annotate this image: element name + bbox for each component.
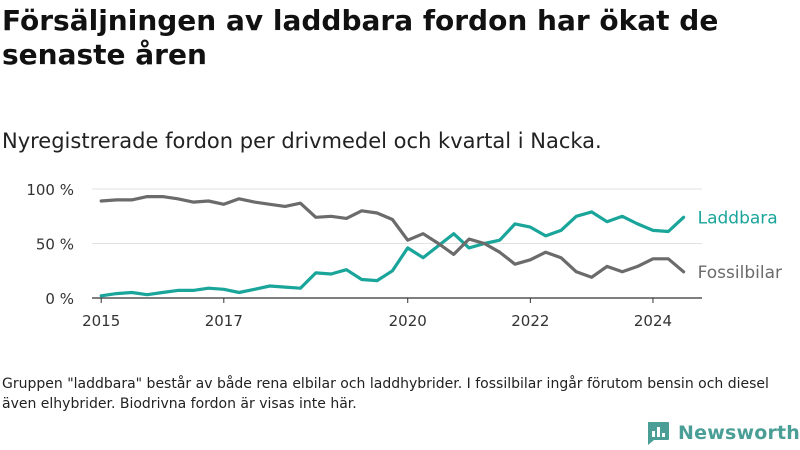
line-chart: 0 % 50 % 100 % 2015 2017 2020 2022 2024 Laddba…: [26, 181, 782, 330]
x-tick-label: 2020: [389, 312, 427, 330]
newsworthy-logo-icon: [648, 422, 669, 445]
y-axis-ticks: 0 % 50 % 100 %: [26, 181, 74, 308]
chart-subtitle: Nyregistrerade fordon per drivmedel och …: [2, 129, 602, 153]
x-tick-label: 2022: [511, 312, 549, 330]
brand-logo[interactable]: Newsworthy: [645, 420, 800, 446]
x-tick-label: 2015: [82, 312, 120, 330]
y-tick-label: 0 %: [45, 290, 74, 308]
footnote: Gruppen "laddbara" består av både rena e…: [2, 376, 769, 412]
grid-lines: [92, 188, 702, 299]
x-tick-label: 2017: [205, 312, 243, 330]
chart-title: Försäljningen av laddbara fordon har öka…: [2, 4, 719, 71]
series-line-fossilbilar: [99, 195, 686, 279]
series-line-laddbara: [99, 210, 686, 298]
series-label-fossilbilar: Fossilbilar: [698, 263, 782, 283]
brand-name: Newsworthy: [678, 422, 800, 444]
series-lines: [99, 195, 686, 298]
y-tick-label: 50 %: [36, 236, 74, 254]
x-axis-ticks: 2015 2017 2020 2022 2024: [82, 298, 672, 330]
y-tick-label: 100 %: [26, 181, 74, 199]
x-tick-label: 2024: [634, 312, 672, 330]
series-labels: Laddbara Fossilbilar: [698, 208, 782, 283]
series-label-laddbara: Laddbara: [698, 208, 778, 228]
